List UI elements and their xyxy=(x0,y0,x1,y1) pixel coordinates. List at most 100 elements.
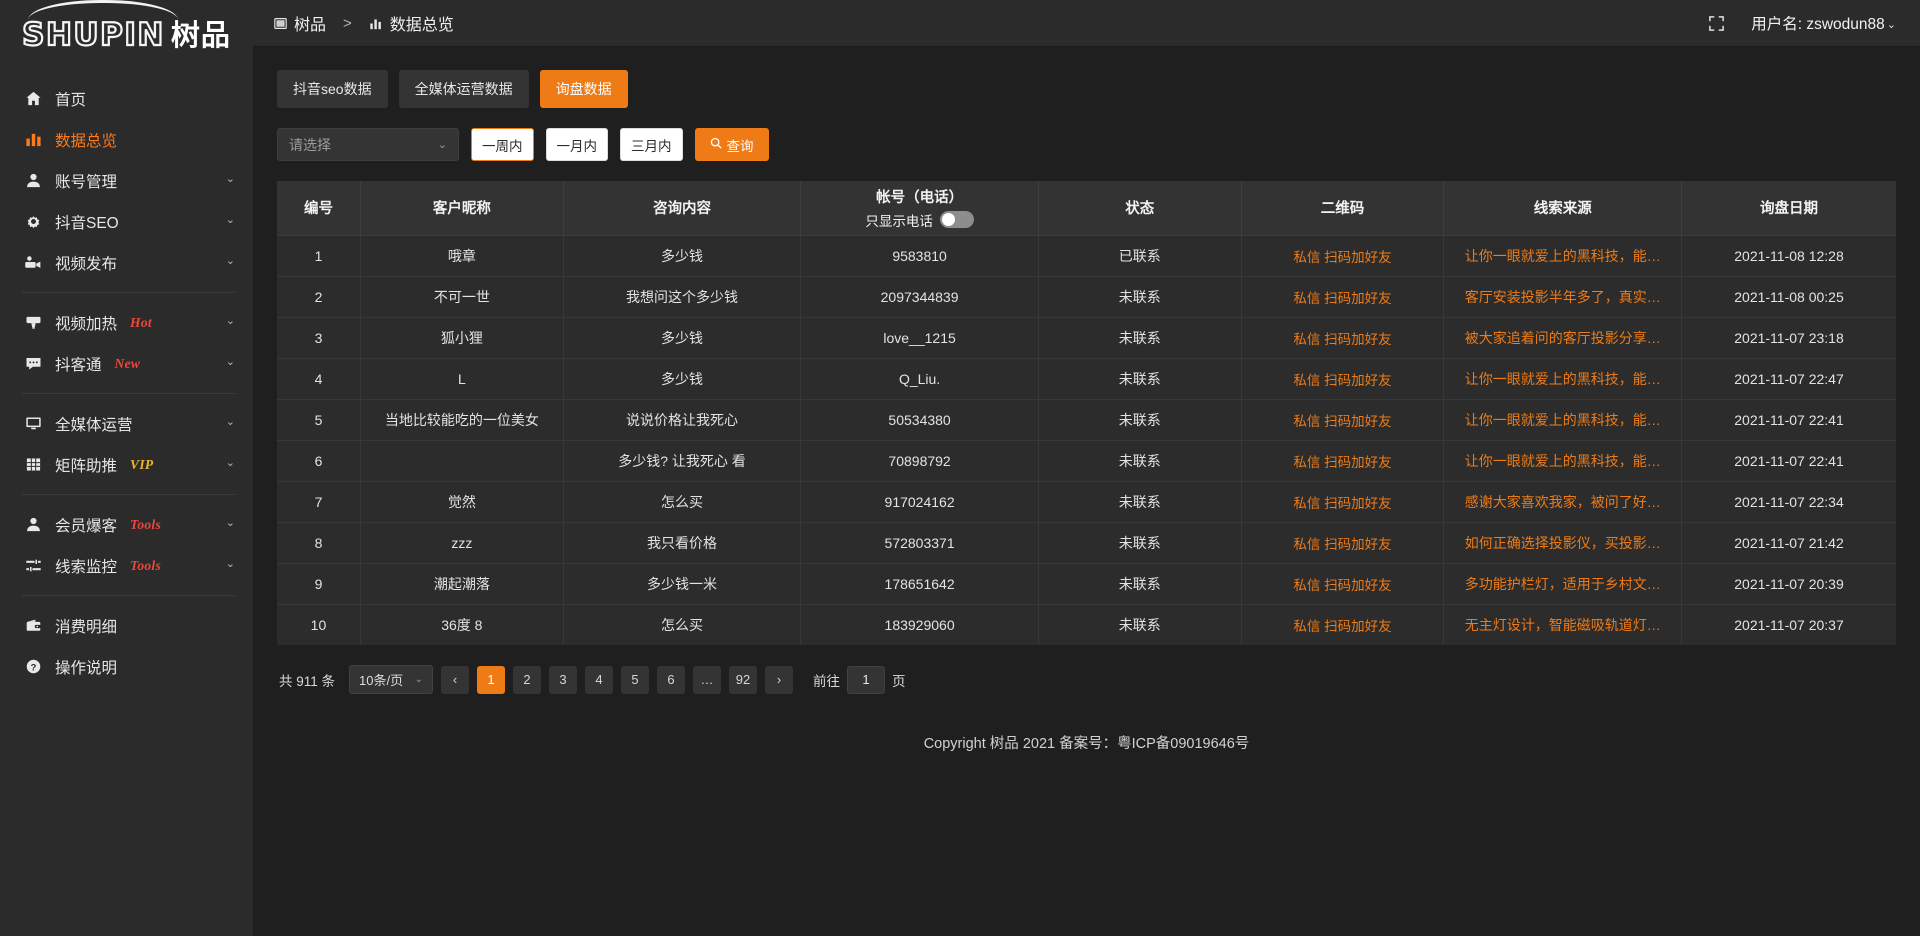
cell-qrcode[interactable]: 私信 扫码加好友 xyxy=(1241,399,1445,441)
cell-qrcode[interactable]: 私信 扫码加好友 xyxy=(1241,481,1445,523)
range-button-week[interactable]: 一周内 xyxy=(471,128,534,161)
sidebar-item-11[interactable]: 消费明细 xyxy=(0,605,253,646)
table-head: 编号 客户昵称 咨询内容 帐号（电话） 只显示电话 xyxy=(277,181,1896,236)
source-link[interactable]: 感谢大家喜欢我家，被问了好… xyxy=(1464,493,1661,510)
qrcode-link[interactable]: 私信 扫码加好友 xyxy=(1293,454,1392,470)
col-header-status[interactable]: 状态 xyxy=(1038,181,1242,236)
cell-source[interactable]: 感谢大家喜欢我家，被问了好… xyxy=(1443,481,1683,523)
page-button-1[interactable]: 1 xyxy=(477,665,506,694)
source-link[interactable]: 如何正确选择投影仪，买投影… xyxy=(1464,534,1661,551)
monitor-icon xyxy=(22,415,44,432)
source-link[interactable]: 多功能护栏灯，适用于乡村文… xyxy=(1464,575,1661,592)
tab-0[interactable]: 抖音seo数据 xyxy=(277,70,388,108)
qrcode-link[interactable]: 私信 扫码加好友 xyxy=(1293,495,1392,511)
col-header-account: 帐号（电话） 只显示电话 xyxy=(800,181,1039,236)
table-row[interactable]: 8 zzz 我只看价格 572803371 未联系 私信 扫码加好友 如何正确选择投影仪，买… xyxy=(277,522,1896,564)
qrcode-link[interactable]: 私信 扫码加好友 xyxy=(1293,413,1392,429)
qrcode-link[interactable]: 私信 扫码加好友 xyxy=(1293,536,1392,552)
table-row[interactable]: 5 当地比较能吃的一位美女 说说价格让我死心 50534380 未联系 私信 扫码加好友 让… xyxy=(277,399,1896,441)
cell-qrcode[interactable]: 私信 扫码加好友 xyxy=(1241,276,1445,318)
page-jump-input[interactable] xyxy=(847,665,886,694)
cell-source[interactable]: 让你一眼就爱上的黑科技，能… xyxy=(1443,440,1683,482)
page-button-92[interactable]: 92 xyxy=(729,665,758,694)
page-button-…[interactable]: … xyxy=(693,665,722,694)
sidebar-item-0[interactable]: 首页 xyxy=(0,78,253,119)
source-link[interactable]: 客厅安装投影半年多了，真实… xyxy=(1464,288,1661,305)
sidebar-item-5[interactable]: 视频加热 Hot ⌄ xyxy=(0,302,253,343)
col-header-date[interactable]: 询盘日期 xyxy=(1681,181,1896,236)
page-button-4[interactable]: 4 xyxy=(585,665,614,694)
col-header-nickname[interactable]: 客户昵称 xyxy=(360,181,564,236)
source-link[interactable]: 让你一眼就爱上的黑科技，能… xyxy=(1464,452,1661,469)
cell-qrcode[interactable]: 私信 扫码加好友 xyxy=(1241,317,1445,359)
qrcode-link[interactable]: 私信 扫码加好友 xyxy=(1293,372,1392,388)
source-link[interactable]: 让你一眼就爱上的黑科技，能… xyxy=(1464,247,1661,264)
cell-source[interactable]: 让你一眼就爱上的黑科技，能… xyxy=(1443,358,1683,400)
page-button-5[interactable]: 5 xyxy=(621,665,650,694)
cell-nickname: 当地比较能吃的一位美女 xyxy=(360,399,564,441)
cell-source[interactable]: 如何正确选择投影仪，买投影… xyxy=(1443,522,1683,564)
col-header-qrcode[interactable]: 二维码 xyxy=(1241,181,1445,236)
sidebar-item-7[interactable]: 全媒体运营 ⌄ xyxy=(0,403,253,444)
fullscreen-icon[interactable] xyxy=(1708,15,1725,32)
qrcode-link[interactable]: 私信 扫码加好友 xyxy=(1293,290,1392,306)
sidebar-item-8[interactable]: 矩阵助推 VIP ⌄ xyxy=(0,444,253,485)
user-menu[interactable]: 用户名: zswodun88 ⌄ xyxy=(1751,12,1896,34)
table-row[interactable]: 6 多少钱? 让我死心 看 70898792 未联系 私信 扫码加好友 让你一眼就爱上的黑… xyxy=(277,440,1896,482)
account-select[interactable]: 请选择 ⌄ xyxy=(277,128,459,161)
cell-source[interactable]: 无主灯设计，智能磁吸轨道灯… xyxy=(1443,604,1683,645)
range-button-month[interactable]: 一月内 xyxy=(545,128,608,161)
source-link[interactable]: 无主灯设计，智能磁吸轨道灯… xyxy=(1464,616,1661,633)
col-header-id[interactable]: 编号 xyxy=(277,181,361,236)
source-link[interactable]: 让你一眼就爱上的黑科技，能… xyxy=(1464,411,1661,428)
cell-qrcode[interactable]: 私信 扫码加好友 xyxy=(1241,604,1445,645)
sidebar-item-9[interactable]: 会员爆客 Tools ⌄ xyxy=(0,504,253,545)
tab-1[interactable]: 全媒体运营数据 xyxy=(398,70,529,108)
search-button[interactable]: 查询 xyxy=(694,128,769,161)
table-row[interactable]: 1 哦章 多少钱 9583810 已联系 私信 扫码加好友 让你一眼就爱上的黑科技，能… 20… xyxy=(277,235,1896,277)
table-row[interactable]: 7 觉然 怎么买 917024162 未联系 私信 扫码加好友 感谢大家喜欢我家，被问了好…… xyxy=(277,481,1896,523)
table-row[interactable]: 2 不可一世 我想问这个多少钱 2097344839 未联系 私信 扫码加好友 客厅安装投影… xyxy=(277,276,1896,318)
source-link[interactable]: 让你一眼就爱上的黑科技，能… xyxy=(1464,370,1661,387)
sidebar-item-10[interactable]: 线索监控 Tools ⌄ xyxy=(0,545,253,586)
cell-qrcode[interactable]: 私信 扫码加好友 xyxy=(1241,440,1445,482)
table-row[interactable]: 9 潮起潮落 多少钱一米 178651642 未联系 私信 扫码加好友 多功能护栏灯，适用于… xyxy=(277,563,1896,605)
sidebar-item-3[interactable]: 抖音SEO ⌄ xyxy=(0,201,253,242)
table-row[interactable]: 4 L 多少钱 Q_Liu. 未联系 私信 扫码加好友 让你一眼就爱上的黑科技，能… 2021… xyxy=(277,358,1896,400)
table-row[interactable]: 10 36度 8 怎么买 183929060 未联系 私信 扫码加好友 无主灯设计，智能磁吸… xyxy=(277,604,1896,645)
qrcode-link[interactable]: 私信 扫码加好友 xyxy=(1293,577,1392,593)
page-prev-button[interactable]: ‹ xyxy=(441,665,470,694)
breadcrumb-current[interactable]: 数据总览 xyxy=(369,11,454,35)
breadcrumb-root[interactable]: 树品 xyxy=(274,11,326,35)
page-button-6[interactable]: 6 xyxy=(657,665,686,694)
source-link[interactable]: 被大家追着问的客厅投影分享… xyxy=(1464,329,1661,346)
sidebar-item-12[interactable]: ? 操作说明 xyxy=(0,646,253,687)
brand-logo[interactable]: SHUPIN 树品 xyxy=(0,0,253,60)
range-button-three-month[interactable]: 三月内 xyxy=(620,128,683,161)
sidebar-item-1[interactable]: 数据总览 xyxy=(0,119,253,160)
cell-qrcode[interactable]: 私信 扫码加好友 xyxy=(1241,563,1445,605)
cell-source[interactable]: 多功能护栏灯，适用于乡村文… xyxy=(1443,563,1683,605)
page-button-2[interactable]: 2 xyxy=(513,665,542,694)
cell-qrcode[interactable]: 私信 扫码加好友 xyxy=(1241,522,1445,564)
sidebar-item-6[interactable]: 抖客通 New ⌄ xyxy=(0,343,253,384)
table-row[interactable]: 3 狐小狸 多少钱 love__1215 未联系 私信 扫码加好友 被大家追着问的客厅投影分… xyxy=(277,317,1896,359)
qrcode-link[interactable]: 私信 扫码加好友 xyxy=(1293,618,1392,634)
sidebar-item-4[interactable]: 视频发布 ⌄ xyxy=(0,242,253,283)
cell-source[interactable]: 客厅安装投影半年多了，真实… xyxy=(1443,276,1683,318)
cell-qrcode[interactable]: 私信 扫码加好友 xyxy=(1241,235,1445,277)
col-header-inquiry[interactable]: 咨询内容 xyxy=(563,181,802,236)
cell-qrcode[interactable]: 私信 扫码加好友 xyxy=(1241,358,1445,400)
cell-source[interactable]: 让你一眼就爱上的黑科技，能… xyxy=(1443,235,1683,277)
page-button-3[interactable]: 3 xyxy=(549,665,578,694)
page-next-button[interactable]: › xyxy=(765,665,794,694)
phone-only-toggle[interactable] xyxy=(939,211,974,229)
tab-2[interactable]: 询盘数据 xyxy=(539,70,628,108)
cell-source[interactable]: 被大家追着问的客厅投影分享… xyxy=(1443,317,1683,359)
sidebar-item-2[interactable]: 账号管理 ⌄ xyxy=(0,160,253,201)
qrcode-link[interactable]: 私信 扫码加好友 xyxy=(1293,249,1392,265)
qrcode-link[interactable]: 私信 扫码加好友 xyxy=(1293,331,1392,347)
page-size-select[interactable]: 10条/页 ⌄ xyxy=(349,665,434,694)
cell-source[interactable]: 让你一眼就爱上的黑科技，能… xyxy=(1443,399,1683,441)
col-header-source[interactable]: 线索来源 xyxy=(1443,181,1683,236)
